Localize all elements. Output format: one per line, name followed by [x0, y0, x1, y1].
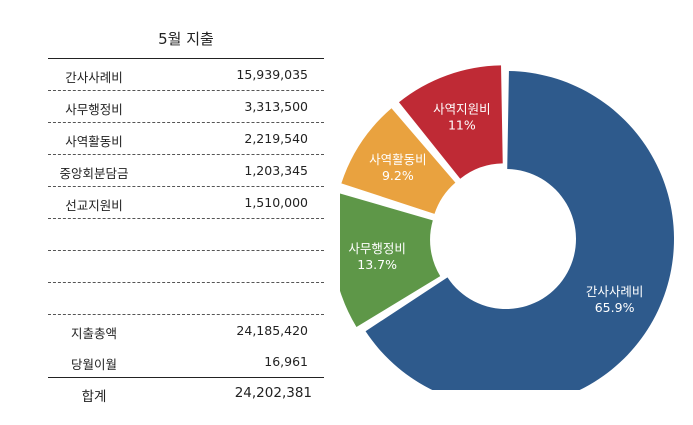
table-row: 사역활동비 2,219,540 [48, 123, 324, 155]
slice-percent-label: 11% [448, 118, 476, 133]
table-row: 중앙회분담금 1,203,345 [48, 155, 324, 187]
pie-slice [365, 71, 674, 390]
balance-value: 16,961 [264, 354, 308, 369]
pie-slice [398, 65, 503, 179]
slice-label: 사역지원비 [433, 102, 491, 117]
pie-slice [340, 193, 441, 328]
table-row [48, 219, 324, 251]
total-row: 지출총액 24,185,420 [48, 315, 324, 346]
table-row: 사무행정비 3,313,500 [48, 91, 324, 123]
table-row: 선교지원비 1,510,000 [48, 187, 324, 219]
row-value: 1,203,345 [244, 163, 308, 178]
row-label: 중앙회분담금 [59, 166, 129, 181]
slice-label: 사역활동비 [369, 152, 427, 167]
grand-total-row: 합계 24,202,381 [48, 378, 324, 410]
row-label: 사역활동비 [65, 134, 123, 149]
slice-label: 간사사례비 [586, 284, 644, 299]
row-label: 간사사례비 [65, 70, 123, 85]
slice-percent-label: 13.7% [357, 257, 397, 272]
total-value: 24,185,420 [236, 323, 308, 338]
balance-row: 당월이월 16,961 [48, 346, 324, 378]
row-label: 사무행정비 [65, 102, 123, 117]
row-value: 2,219,540 [244, 131, 308, 146]
table-row [48, 283, 324, 315]
total-label: 지출총액 [70, 326, 117, 341]
balance-label: 당월이월 [70, 357, 117, 372]
row-value: 15,939,035 [236, 67, 308, 82]
slice-percent-label: 65.9% [595, 300, 635, 315]
row-value: 1,510,000 [244, 195, 308, 210]
row-label: 선교지원비 [65, 198, 123, 213]
grand-total-value: 24,202,381 [234, 385, 312, 401]
table-row: 간사사례비 15,939,035 [48, 59, 324, 91]
slice-percent-label: 9.2% [382, 168, 414, 183]
expense-table: 간사사례비 15,939,035 사무행정비 3,313,500 사역활동비 2… [48, 58, 324, 410]
pie-slice [341, 108, 456, 214]
table-row [48, 251, 324, 283]
slice-label: 사무행정비 [348, 241, 406, 256]
table-title: 5월 지출 [158, 30, 214, 48]
row-value: 3,313,500 [244, 99, 308, 114]
grand-total-label: 합계 [81, 389, 107, 405]
